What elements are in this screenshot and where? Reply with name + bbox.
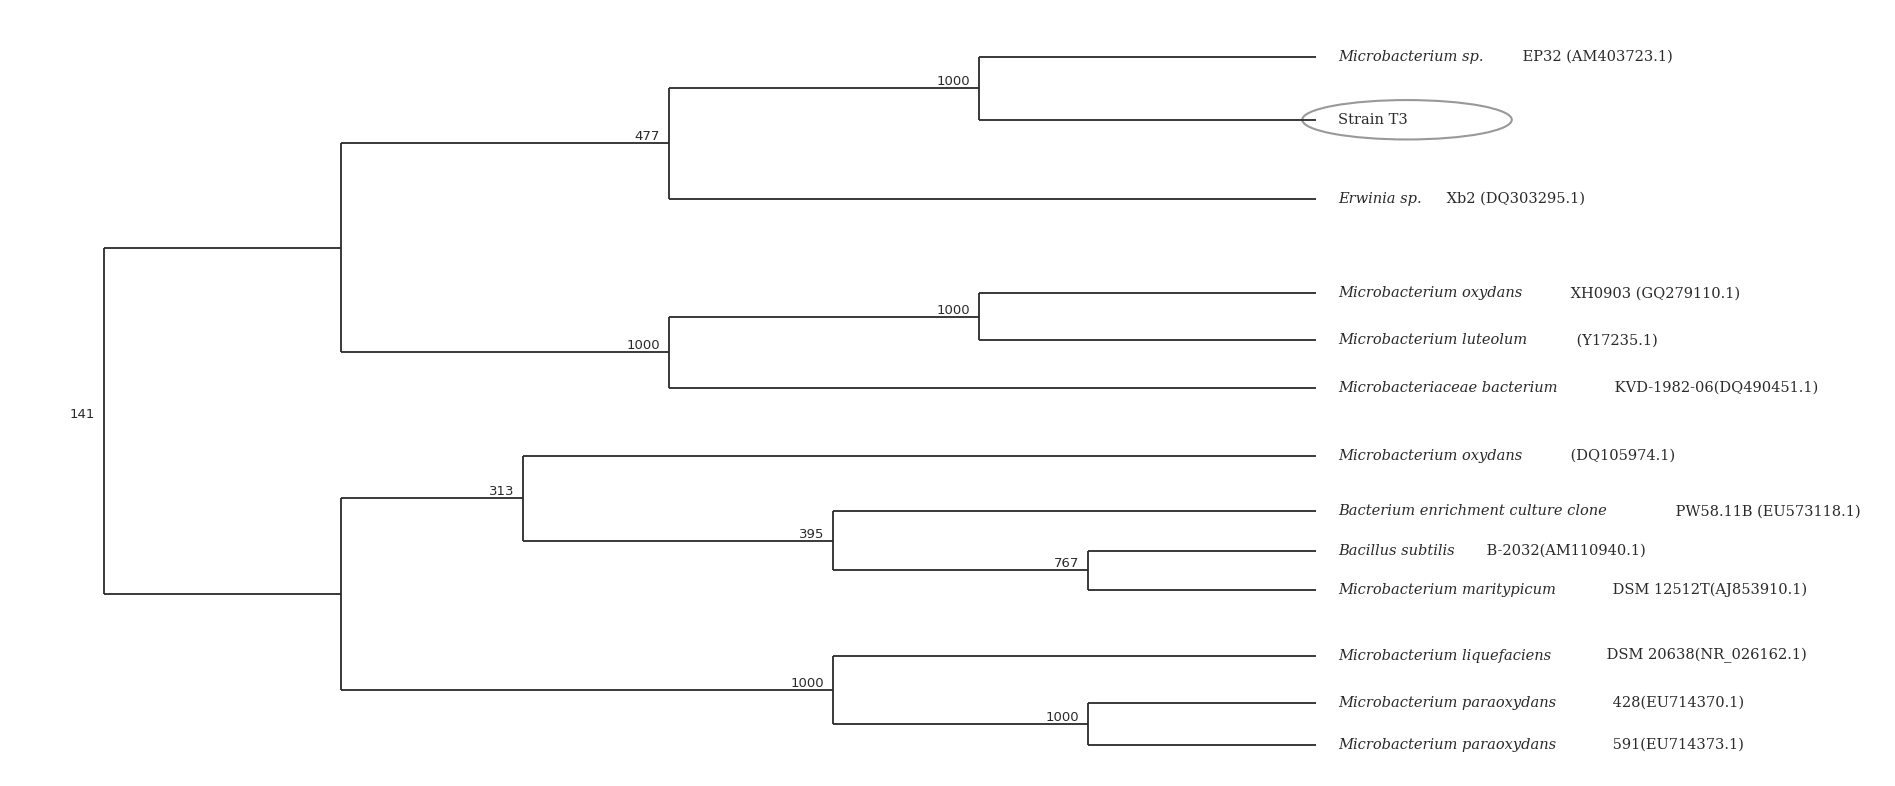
Text: Microbacterium paraoxydans: Microbacterium paraoxydans <box>1338 696 1556 710</box>
Text: DSM 20638(NR_026162.1): DSM 20638(NR_026162.1) <box>1601 648 1808 663</box>
Text: Microbacterium sp.: Microbacterium sp. <box>1338 50 1484 64</box>
Text: Microbacterium oxydans: Microbacterium oxydans <box>1338 286 1522 300</box>
Text: 591(EU714373.1): 591(EU714373.1) <box>1609 738 1743 752</box>
Text: Strain T3: Strain T3 <box>1338 112 1408 127</box>
Text: 767: 767 <box>1054 557 1078 571</box>
Text: 395: 395 <box>798 527 824 541</box>
Text: B-2032(AM110940.1): B-2032(AM110940.1) <box>1482 544 1647 557</box>
Text: 1000: 1000 <box>790 677 824 690</box>
Text: PW58.11B (EU573118.1): PW58.11B (EU573118.1) <box>1671 505 1861 518</box>
Text: Microbacterium paraoxydans: Microbacterium paraoxydans <box>1338 738 1556 752</box>
Text: Microbacterium oxydans: Microbacterium oxydans <box>1338 449 1522 463</box>
Text: (Y17235.1): (Y17235.1) <box>1573 333 1658 347</box>
Text: 1000: 1000 <box>627 340 659 352</box>
Text: 1000: 1000 <box>1046 711 1078 724</box>
Text: 1000: 1000 <box>936 304 970 317</box>
Text: Microbacterium liquefaciens: Microbacterium liquefaciens <box>1338 648 1550 663</box>
Text: Microbacterium maritypicum: Microbacterium maritypicum <box>1338 583 1556 597</box>
Text: XH0903 (GQ279110.1): XH0903 (GQ279110.1) <box>1567 286 1740 300</box>
Text: 428(EU714370.1): 428(EU714370.1) <box>1609 696 1745 710</box>
Text: Microbacterium luteolum: Microbacterium luteolum <box>1338 333 1527 347</box>
Text: Erwinia sp.: Erwinia sp. <box>1338 192 1421 206</box>
Text: KVD-1982-06(DQ490451.1): KVD-1982-06(DQ490451.1) <box>1611 380 1819 395</box>
Text: (DQ105974.1): (DQ105974.1) <box>1567 449 1675 463</box>
Text: Bacillus subtilis: Bacillus subtilis <box>1338 544 1453 557</box>
Text: Xb2 (DQ303295.1): Xb2 (DQ303295.1) <box>1442 192 1584 206</box>
Text: 1000: 1000 <box>936 75 970 88</box>
Text: 141: 141 <box>70 408 95 421</box>
Text: 477: 477 <box>635 130 659 143</box>
Text: 313: 313 <box>489 486 514 498</box>
Text: Bacterium enrichment culture clone: Bacterium enrichment culture clone <box>1338 505 1607 518</box>
Text: Microbacteriaceae bacterium: Microbacteriaceae bacterium <box>1338 380 1558 395</box>
Text: DSM 12512T(AJ853910.1): DSM 12512T(AJ853910.1) <box>1609 583 1808 597</box>
Text: EP32 (AM403723.1): EP32 (AM403723.1) <box>1518 50 1673 64</box>
